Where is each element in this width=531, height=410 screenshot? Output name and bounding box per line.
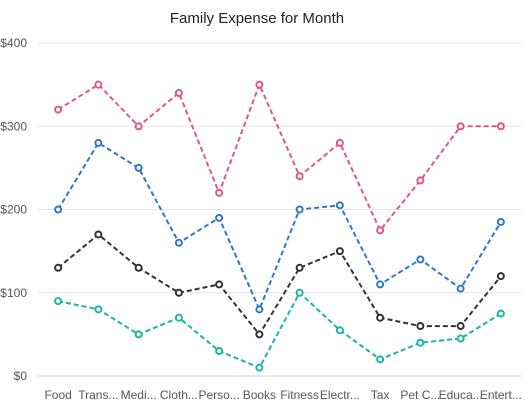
x-tick-label: Medi... xyxy=(121,388,157,402)
data-point[interactable] xyxy=(496,217,505,226)
series-line xyxy=(57,81,501,233)
x-tick-label: Pet C... xyxy=(400,388,440,402)
data-point[interactable] xyxy=(54,263,63,272)
data-point[interactable] xyxy=(416,322,425,331)
data-point[interactable] xyxy=(496,122,505,131)
data-point[interactable] xyxy=(134,263,143,272)
data-point[interactable] xyxy=(54,297,63,306)
data-point[interactable] xyxy=(255,305,264,314)
data-point[interactable] xyxy=(376,226,385,235)
data-point[interactable] xyxy=(134,163,143,172)
x-tick-label: Tax xyxy=(371,388,390,402)
data-point[interactable] xyxy=(335,247,344,256)
data-point[interactable] xyxy=(174,238,183,247)
data-point[interactable] xyxy=(295,263,304,272)
data-point[interactable] xyxy=(255,363,264,372)
x-tick-label: Perso... xyxy=(198,388,239,402)
data-point[interactable] xyxy=(94,230,103,239)
series-line xyxy=(57,291,502,369)
series-line xyxy=(57,141,502,312)
y-tick-label: $0 xyxy=(14,369,28,383)
data-point[interactable] xyxy=(295,172,304,181)
data-point[interactable] xyxy=(255,330,264,339)
gridlines xyxy=(38,42,521,377)
data-point[interactable] xyxy=(295,205,304,214)
data-point[interactable] xyxy=(376,280,385,289)
data-point[interactable] xyxy=(134,330,143,339)
data-point[interactable] xyxy=(134,122,143,131)
data-point[interactable] xyxy=(54,205,63,214)
data-point[interactable] xyxy=(456,322,465,331)
data-point[interactable] xyxy=(94,305,103,314)
series-1 xyxy=(54,80,505,235)
data-point[interactable] xyxy=(335,201,344,210)
chart-title: Family Expense for Month xyxy=(170,10,344,27)
data-point[interactable] xyxy=(54,105,63,114)
data-point[interactable] xyxy=(174,313,183,322)
series-3 xyxy=(54,230,505,339)
data-point[interactable] xyxy=(496,272,505,281)
data-point[interactable] xyxy=(376,313,385,322)
data-point[interactable] xyxy=(255,80,264,89)
y-axis-tick-labels: $0 $100 $200 $300 $400 xyxy=(0,36,27,383)
data-point[interactable] xyxy=(335,138,344,147)
data-point[interactable] xyxy=(335,326,344,335)
data-point[interactable] xyxy=(94,138,103,147)
series-2 xyxy=(54,138,505,314)
x-tick-label: Educa... xyxy=(439,388,483,402)
data-point[interactable] xyxy=(456,334,465,343)
y-tick-label: $400 xyxy=(0,36,27,50)
data-point[interactable] xyxy=(295,288,304,297)
data-point[interactable] xyxy=(456,122,465,131)
y-tick-label: $100 xyxy=(0,286,27,300)
x-axis-tick-labels: Food Trans... Medi... Cloth... Perso... Books… xyxy=(44,388,521,402)
data-point[interactable] xyxy=(416,338,425,347)
data-point[interactable] xyxy=(174,288,183,297)
data-point[interactable] xyxy=(416,176,425,185)
data-point[interactable] xyxy=(215,188,224,197)
data-point[interactable] xyxy=(456,284,465,293)
y-tick-label: $200 xyxy=(0,203,27,217)
x-tick-label: Trans... xyxy=(78,388,118,402)
x-tick-label: Fitness xyxy=(280,388,319,402)
data-point[interactable] xyxy=(416,255,425,264)
series-layer xyxy=(54,80,505,372)
data-point[interactable] xyxy=(215,347,224,356)
x-tick-label: Books xyxy=(243,388,276,402)
data-point[interactable] xyxy=(94,80,103,89)
data-point[interactable] xyxy=(174,88,183,97)
x-tick-label: Cloth... xyxy=(160,388,198,402)
series-4 xyxy=(54,288,505,372)
x-tick-label: Entert... xyxy=(480,388,522,402)
x-tick-label: Food xyxy=(44,388,71,402)
series-line xyxy=(57,233,502,337)
data-point[interactable] xyxy=(215,280,224,289)
data-point[interactable] xyxy=(215,213,224,222)
x-tick-label: Electr... xyxy=(320,388,360,402)
y-tick-label: $300 xyxy=(0,119,27,133)
data-point[interactable] xyxy=(376,355,385,364)
data-point[interactable] xyxy=(496,309,505,318)
